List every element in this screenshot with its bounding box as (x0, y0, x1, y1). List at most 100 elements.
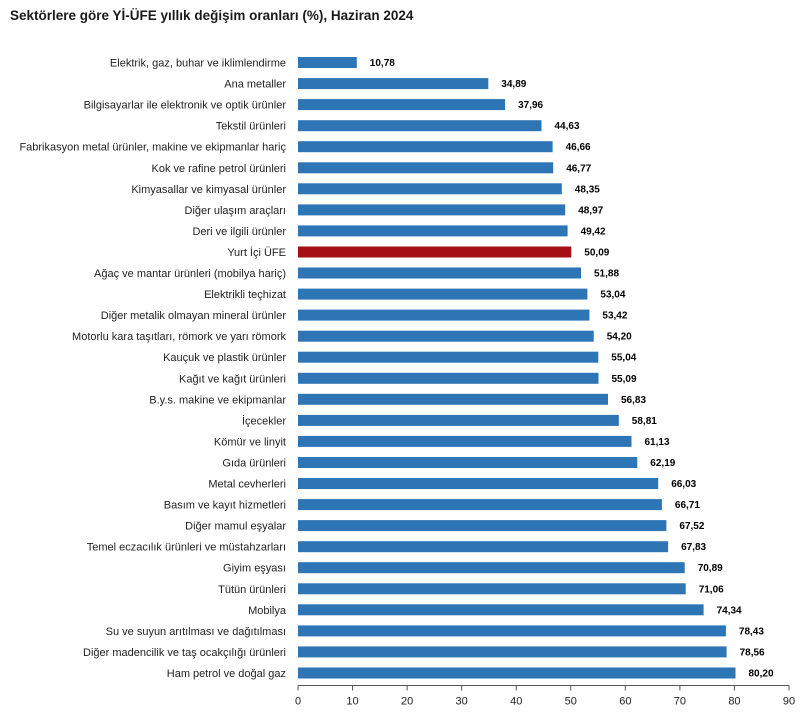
value-label: 71,06 (699, 584, 724, 595)
bar-8 (298, 204, 566, 216)
bar-26 (298, 583, 686, 595)
value-label: 67,83 (681, 542, 706, 553)
value-label: 66,71 (675, 500, 700, 511)
category-label: Motorlu kara taşıtları, römork ve yarı r… (72, 331, 286, 343)
category-label: Diğer metalik olmayan mineral ürünler (101, 310, 287, 322)
x-tick-label: 60 (619, 696, 631, 708)
bar-14 (298, 330, 594, 342)
category-label: Fabrikasyon metal ürünler, makine ve eki… (19, 142, 286, 154)
value-label: 51,88 (594, 269, 619, 280)
value-label: 58,81 (632, 416, 657, 427)
category-labels: Elektrik, gaz, buhar ve iklimlendirme Ana… (19, 58, 286, 681)
value-label: 78,43 (739, 626, 764, 637)
bar-5 (298, 141, 553, 153)
value-label: 48,97 (578, 205, 603, 216)
bar-11 (298, 267, 581, 279)
bar-1 (298, 57, 357, 68)
value-label: 10,78 (370, 58, 395, 69)
category-label: Su ve suyun arıtılması ve dağıtılması (106, 626, 286, 638)
x-tick-label: 70 (674, 696, 686, 708)
value-label: 61,13 (645, 437, 670, 448)
value-label: 49,42 (581, 226, 606, 237)
value-label: 53,04 (600, 290, 625, 301)
value-label: 50,09 (584, 248, 609, 259)
category-label: Kağıt ve kağıt ürünleri (179, 373, 286, 385)
x-axis: 0 10 20 30 40 50 60 70 80 90 (295, 685, 795, 708)
bar-29 (298, 646, 727, 658)
category-label: Deri ve ilgili ürünler (192, 226, 286, 238)
x-tick-label: 10 (346, 696, 358, 708)
category-label: Mobilya (248, 605, 287, 617)
x-tick-label: 40 (510, 696, 522, 708)
bar-3 (298, 99, 506, 111)
x-tick-label: 0 (295, 696, 301, 708)
value-label: 46,77 (566, 163, 591, 174)
category-label: Ağaç ve mantar ürünleri (mobilya hariç) (94, 268, 286, 280)
category-label: Diğer ulaşım araçları (185, 205, 286, 217)
bar-4 (298, 120, 542, 132)
x-tick-label: 90 (783, 696, 795, 708)
category-label: Basım ve kayıt hizmetleri (164, 500, 286, 512)
category-label: Giyim eşyası (223, 563, 286, 575)
bar-6 (298, 162, 554, 174)
category-label: Gıda ürünleri (222, 458, 286, 470)
value-label: 78,56 (740, 647, 765, 658)
x-tick-label: 50 (565, 696, 577, 708)
chart-title: Sektörlere göre Yİ-ÜFE yıllık değişim or… (10, 8, 414, 23)
value-label: 46,66 (566, 142, 591, 153)
category-label: Kok ve rafine petrol ürünleri (151, 163, 286, 175)
bar-2 (298, 78, 489, 90)
bar-10 (298, 246, 572, 258)
bar-28 (298, 625, 726, 637)
value-label: 56,83 (621, 395, 646, 406)
value-label: 44,63 (555, 121, 580, 132)
category-label: Diğer mamul eşyalar (185, 521, 286, 533)
value-label: 62,19 (650, 458, 675, 469)
x-tick-label: 80 (728, 696, 740, 708)
category-label: Elektrik, gaz, buhar ve iklimlendirme (110, 58, 286, 70)
category-label: İçecekler (242, 414, 286, 427)
category-label: Kimyasallar ve kimyasal ürünler (131, 184, 286, 196)
bar-24 (298, 541, 669, 553)
category-label: Bilgisayarlar ile elektronik ve optik ür… (84, 100, 287, 112)
value-label: 74,34 (717, 605, 742, 616)
bar-19 (298, 435, 632, 447)
value-label: 70,89 (698, 563, 723, 574)
value-label: 67,52 (679, 521, 704, 532)
category-label: Tekstil ürünleri (216, 121, 286, 133)
value-label: 34,89 (501, 79, 526, 90)
bar-17 (298, 393, 608, 405)
category-label: Metal cevherleri (208, 479, 286, 491)
x-tick-label: 30 (456, 696, 468, 708)
x-tick-label: 20 (401, 696, 413, 708)
bar-18 (298, 414, 619, 426)
bar-30 (298, 667, 736, 679)
value-label: 55,09 (612, 374, 637, 385)
bar-15 (298, 351, 599, 363)
value-label: 66,03 (671, 479, 696, 490)
bars-group (298, 57, 736, 679)
bar-25 (298, 562, 685, 574)
category-label: Temel eczacılık ürünleri ve müstahzarlar… (87, 542, 286, 554)
bar-22 (298, 499, 662, 511)
category-label: Diğer madencilik ve taş ocakçılığı ürünl… (83, 647, 286, 659)
value-label: 48,35 (575, 184, 600, 195)
category-label: Tütün ürünleri (218, 584, 286, 596)
bar-16 (298, 372, 599, 384)
category-label: B.y.s. makine ve ekipmanlar (149, 394, 286, 406)
value-label: 54,20 (607, 332, 632, 343)
bar-21 (298, 478, 659, 489)
category-label: Ham petrol ve doğal gaz (167, 668, 286, 680)
value-label: 80,20 (749, 669, 774, 680)
bar-13 (298, 309, 590, 321)
category-label: Kauçuk ve plastik ürünler (163, 352, 286, 364)
bar-27 (298, 604, 704, 616)
value-label: 55,04 (611, 353, 636, 364)
value-label: 53,42 (602, 311, 627, 322)
bar-7 (298, 183, 562, 195)
bar-20 (298, 457, 638, 468)
category-label: Kömür ve linyit (214, 436, 286, 448)
bar-9 (298, 225, 568, 237)
bar-12 (298, 288, 588, 300)
